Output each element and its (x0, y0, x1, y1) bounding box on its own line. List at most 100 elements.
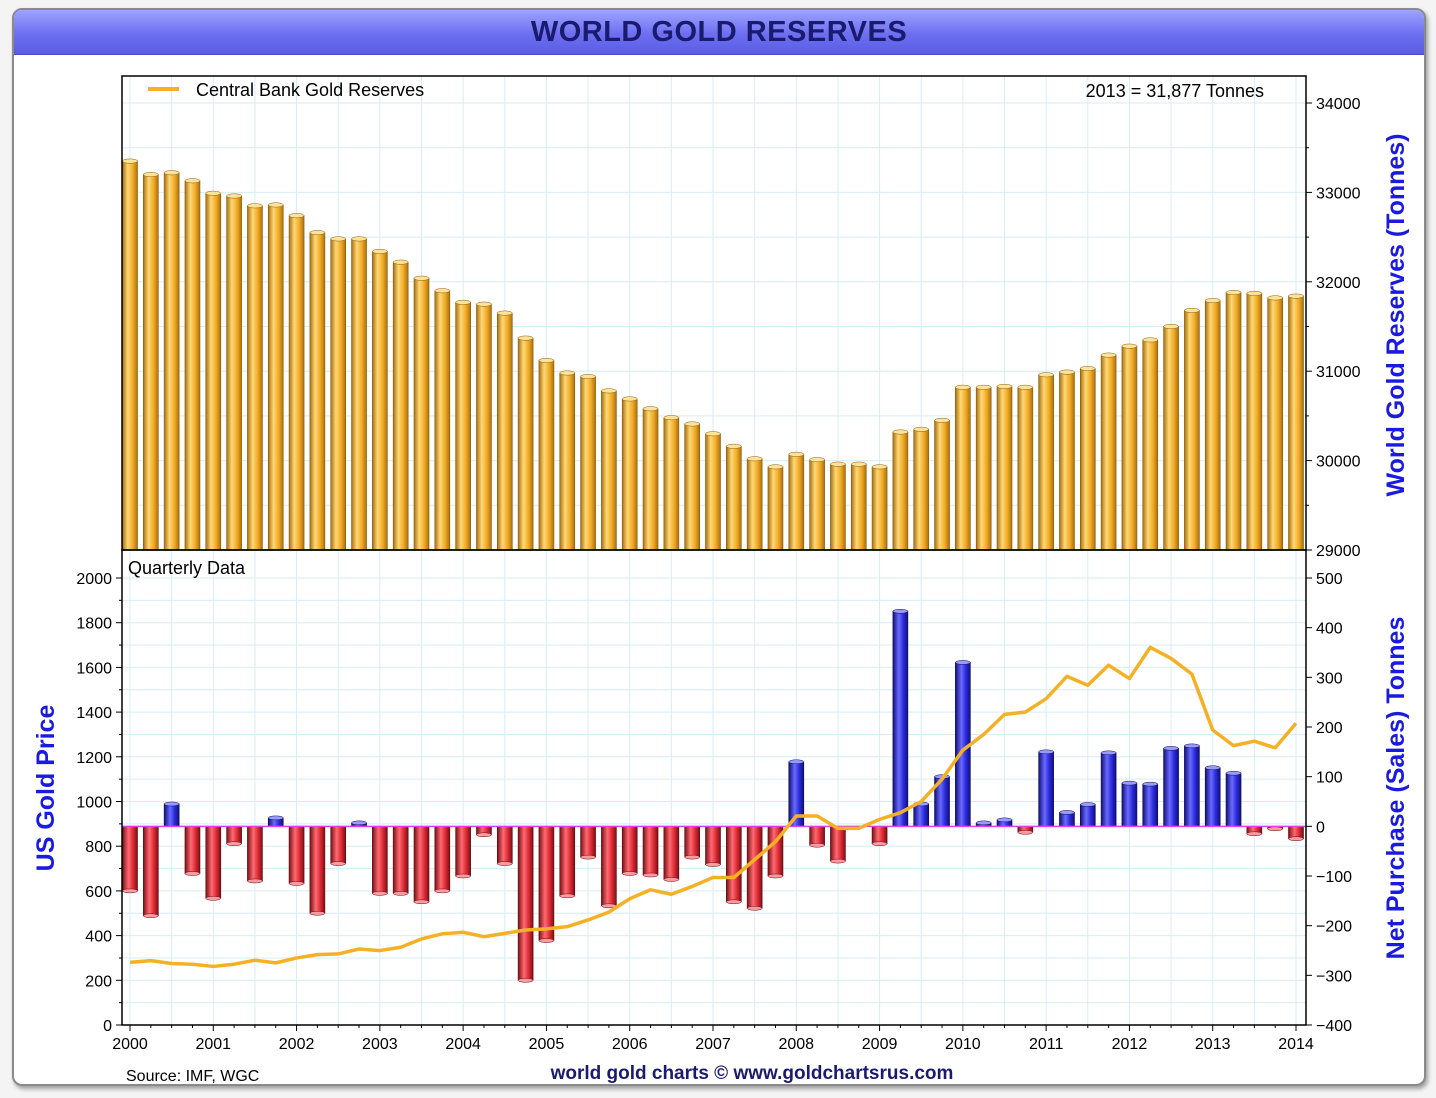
purchase-bar-cap (892, 609, 909, 614)
sale-bar-cap (476, 832, 492, 838)
sale-bar (413, 826, 430, 903)
reserve-bar-cap (455, 299, 471, 305)
sale-bar (746, 826, 763, 909)
sale-bar (621, 826, 638, 874)
reserve-bar-cap (1038, 372, 1054, 378)
reserve-bar-cap (1121, 343, 1138, 349)
reserve-bar (392, 261, 409, 551)
purchase-bar (1142, 783, 1159, 827)
year-tick-label: 2007 (695, 1036, 731, 1053)
sale-bar-cap (559, 893, 575, 899)
year-tick-label: 2013 (1195, 1036, 1231, 1053)
year-tick-label: 2005 (529, 1036, 565, 1053)
reserves-tick-label: 31000 (1316, 364, 1361, 381)
sale-bar-cap (871, 841, 888, 846)
sale-bar (226, 826, 242, 845)
purchase-bar-cap (1080, 802, 1096, 807)
reserve-bar-cap (871, 464, 888, 470)
reserve-bar-cap (268, 202, 284, 208)
reserve-bar (372, 251, 388, 551)
reserves-tick-label: 29000 (1316, 543, 1361, 560)
reserve-bar-cap (851, 461, 867, 467)
sale-bar-cap (684, 854, 700, 860)
purchase-bar-cap (1038, 749, 1054, 755)
reserve-bar (143, 174, 159, 551)
purchase-bar-cap (351, 820, 367, 826)
sale-bar (559, 826, 576, 897)
sale-bar-cap (309, 911, 326, 916)
reserve-bar (955, 386, 971, 551)
reserve-bar-cap (434, 288, 451, 294)
sale-bar (726, 826, 742, 903)
sale-bar-cap (1017, 830, 1034, 835)
reserve-bar-cap (705, 431, 721, 437)
net-purchase-axis: 500 400 300 200 100 0 −100 −200 −300 −400 (1306, 571, 1352, 1035)
reserve-bar (767, 466, 784, 551)
sale-bar (642, 826, 659, 876)
purchase-bar-cap (1204, 765, 1221, 770)
reserve-bar-cap (767, 464, 784, 470)
reserve-bar (850, 463, 867, 551)
year-tick-label: 2006 (612, 1036, 648, 1053)
net-purchase-tick-label: 400 (1316, 621, 1343, 638)
reserve-bar (559, 372, 576, 551)
sale-bar-cap (413, 899, 430, 905)
reserve-bar-cap (996, 383, 1013, 389)
year-tick-label: 2004 (445, 1036, 481, 1053)
chart-frame: WORLD GOLD RESERVES (12, 8, 1426, 1086)
reserve-bar (163, 172, 180, 551)
sale-bar-cap (247, 878, 263, 884)
reserve-bar-cap (580, 374, 596, 380)
reserve-bar (746, 458, 763, 551)
quarterly-data-label: Quarterly Data (128, 558, 246, 578)
reserve-bar-cap (1246, 290, 1263, 296)
net-purchase-tick-label: −100 (1316, 869, 1352, 886)
reserve-bar-cap (538, 358, 555, 363)
reserve-bar-cap (809, 457, 825, 463)
purchase-bar (1121, 782, 1138, 827)
reserve-bar (517, 337, 534, 551)
sale-bar-cap (184, 871, 201, 876)
year-axis: 2000 2001 2002 2003 2004 2005 2006 2007 2008 2009… (112, 1025, 1314, 1053)
sale-bar-cap (663, 877, 680, 882)
reserve-bar (642, 408, 659, 551)
reserve-bar-cap (559, 370, 575, 376)
sale-bar-cap (538, 938, 555, 943)
sale-bar-cap (122, 888, 138, 894)
reserve-bar (247, 205, 263, 551)
reserve-bar-cap (830, 461, 846, 467)
reserve-bar (913, 429, 930, 551)
sale-bar (205, 826, 222, 899)
reserve-bar (621, 398, 638, 551)
reserve-bar (1163, 326, 1179, 551)
sale-bar-cap (205, 896, 222, 901)
purchase-bar-cap (1142, 781, 1158, 787)
reserve-bar (476, 303, 492, 551)
reserve-bar (830, 463, 846, 551)
sale-bar-cap (143, 913, 159, 918)
reserve-bar (726, 445, 742, 551)
reserve-bar-cap (1059, 369, 1075, 375)
reserve-bar (996, 386, 1013, 551)
reserve-bar-cap (288, 213, 305, 219)
year-tick-label: 2012 (1112, 1036, 1148, 1053)
legend-label: Central Bank Gold Reserves (196, 80, 424, 100)
reserve-bar (892, 431, 909, 551)
year-tick-label: 2002 (279, 1036, 315, 1053)
reserve-bar-cap (247, 203, 263, 209)
purchase-bar (1079, 804, 1096, 827)
reserve-bar-cap (1204, 298, 1221, 304)
sale-bar-cap (767, 873, 784, 879)
reserves-tick-label: 30000 (1316, 454, 1361, 471)
sale-bar-cap (1288, 836, 1304, 841)
reserve-bar-cap (413, 275, 430, 281)
price-tick-label: 1800 (76, 616, 112, 633)
purchase-bar-cap (1163, 746, 1179, 751)
credit-note: world gold charts © www.goldchartsrus.co… (550, 1063, 954, 1084)
reserve-bar (226, 195, 242, 551)
sale-bar (455, 826, 471, 877)
purchase-bar (1163, 748, 1179, 827)
reserve-bar-cap (309, 230, 326, 236)
sale-bar (496, 826, 513, 864)
